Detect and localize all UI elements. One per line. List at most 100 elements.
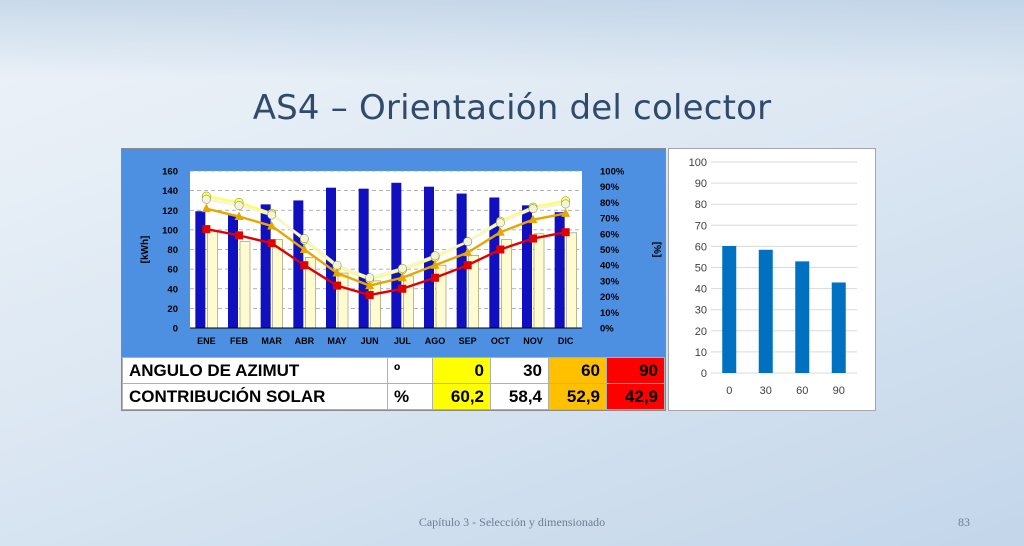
series-point	[267, 239, 276, 248]
bar-demand	[260, 204, 271, 328]
y2-axis-label: [%]	[651, 242, 662, 258]
series-point	[333, 281, 341, 290]
x-tick-label: SEP	[459, 336, 477, 346]
y2-tick-label: 70%	[600, 214, 620, 225]
series-line	[206, 194, 566, 281]
slide-title: AS4 – Orientación del colector	[252, 88, 772, 128]
x-tick-label: FEB	[230, 336, 249, 346]
x-tick-label: MAR	[261, 336, 282, 346]
y-tick-label: 20	[167, 304, 178, 315]
bar-demand	[522, 205, 532, 328]
series-point	[496, 245, 505, 254]
series-point	[561, 228, 570, 237]
x-tick-label: 30	[760, 385, 772, 397]
series-line	[206, 227, 566, 297]
bar	[831, 282, 846, 373]
y-tick-label: 60	[695, 241, 707, 253]
y-tick-label: 40	[695, 284, 707, 296]
table-cell: 60	[548, 357, 607, 384]
bar-demand	[293, 200, 304, 328]
y2-tick-label: 50%	[600, 245, 620, 256]
x-tick-label: AGO	[425, 336, 446, 346]
x-tick-label: ABR	[295, 336, 315, 346]
series-line	[206, 207, 566, 287]
x-tick-label: 60	[796, 385, 808, 397]
x-tick-label: MAY	[327, 336, 346, 346]
table-cell: 30	[490, 357, 549, 384]
series-point	[463, 247, 473, 257]
y-tick-label: 40	[167, 284, 178, 295]
y2-tick-label: 30%	[600, 276, 620, 287]
x-tick-label: ENE	[197, 336, 216, 346]
x-tick-label: JUN	[361, 336, 379, 346]
series-point	[529, 234, 537, 243]
azimut-table: ANGULO DE AZIMUT º 0 30 60 90 CONTRIBUCI…	[122, 357, 665, 410]
table-cell: 58,4	[490, 383, 549, 410]
main-chart-panel: 0 20 40 60 80 100 120 140 160 0% 10% 20% 30% 40% 50% 60…	[121, 148, 666, 411]
y2-tick-label: 40%	[600, 261, 620, 272]
table-cell: 90	[606, 357, 665, 384]
bar	[795, 261, 810, 373]
y-tick-label: 140	[162, 186, 178, 197]
bar-demand	[326, 187, 336, 328]
series-point	[201, 194, 211, 204]
bar-demand	[391, 182, 402, 328]
bar-demand	[489, 197, 500, 328]
series-point	[495, 227, 505, 236]
table-row: ANGULO DE AZIMUT º 0 30 60 90	[122, 357, 665, 384]
y-tick-label: 80	[167, 245, 178, 256]
series-point	[235, 231, 243, 240]
table-cell: 52,9	[548, 383, 607, 410]
series-point	[430, 251, 440, 261]
row-label: CONTRIBUCIÓN SOLAR	[122, 383, 388, 410]
y2-tick-label: 100%	[600, 167, 625, 178]
bar-demand	[554, 212, 565, 328]
bar-solar	[403, 275, 414, 329]
bar-solar	[533, 233, 545, 329]
series-point	[398, 284, 407, 293]
table-cell: 42,9	[606, 383, 665, 410]
bar-solar	[566, 232, 577, 329]
y2-tick-label: 80%	[600, 198, 620, 209]
bar-solar	[239, 241, 251, 329]
series-point	[430, 260, 440, 269]
y-tick-label: 60	[167, 265, 178, 276]
series-point	[201, 203, 211, 213]
footer-text: Capítulo 3 - Selección y dimensionado	[418, 515, 606, 529]
series-point	[299, 244, 309, 253]
bar-solar	[207, 230, 218, 329]
contribution-chart-panel: 0 10 20 30 40 50 60 70 80 90 100 0 30 60 90	[668, 148, 876, 411]
decorative-band	[0, 0, 1024, 80]
series-point	[431, 273, 439, 282]
bar-demand	[228, 215, 238, 328]
series-point	[234, 211, 244, 221]
y-tick-label: 80	[695, 199, 707, 211]
table-cell: 60,2	[432, 383, 491, 410]
y-tick-label: 100	[162, 225, 178, 236]
x-tick-label: DIC	[558, 336, 574, 346]
row-label: ANGULO DE AZIMUT	[122, 357, 388, 384]
contribution-bar-chart: 0 10 20 30 40 50 60 70 80 90 100 0 30 60 90	[689, 157, 857, 397]
x-tick-label: NOV	[523, 336, 543, 346]
bar	[722, 245, 737, 373]
series-point	[463, 261, 472, 270]
series-point	[267, 220, 277, 230]
y-tick-label: 160	[162, 167, 178, 178]
series-point	[397, 263, 407, 273]
series-point	[299, 234, 309, 243]
y2-tick-label: 10%	[600, 308, 620, 319]
series-point	[528, 204, 538, 214]
series-point	[234, 201, 244, 210]
row-unit: º	[387, 357, 433, 384]
bar-demand	[195, 211, 206, 328]
x-tick-label: 90	[833, 385, 845, 397]
series-point	[561, 199, 571, 209]
series-point	[495, 218, 505, 228]
series-point	[365, 280, 375, 290]
series-point	[528, 214, 538, 224]
x-tick-label: JUL	[394, 336, 412, 346]
bar-solar	[272, 239, 283, 329]
bar-demand	[456, 193, 467, 328]
series-point	[365, 291, 374, 300]
y-tick-label: 0	[701, 368, 707, 380]
